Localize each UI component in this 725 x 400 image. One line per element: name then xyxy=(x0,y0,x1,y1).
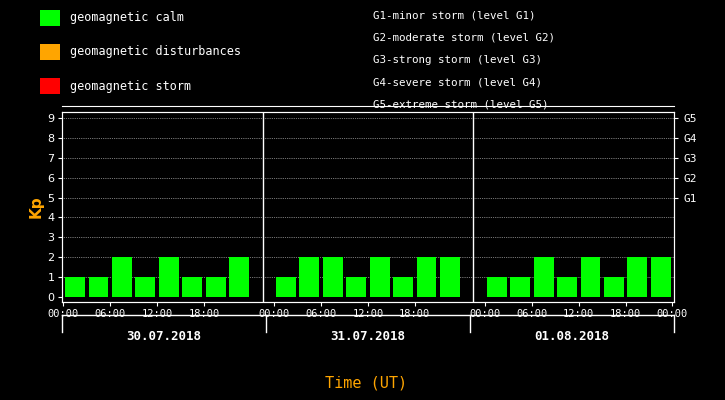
Bar xyxy=(581,257,600,297)
Bar xyxy=(65,277,85,297)
Bar xyxy=(393,277,413,297)
Text: 31.07.2018: 31.07.2018 xyxy=(331,330,405,343)
Bar xyxy=(299,257,319,297)
Bar xyxy=(347,277,366,297)
Text: G2-moderate storm (level G2): G2-moderate storm (level G2) xyxy=(373,32,555,42)
Bar xyxy=(486,277,507,297)
Bar xyxy=(370,257,389,297)
Bar xyxy=(440,257,460,297)
Bar xyxy=(604,277,624,297)
Text: geomagnetic storm: geomagnetic storm xyxy=(70,80,191,92)
Text: geomagnetic disturbances: geomagnetic disturbances xyxy=(70,46,241,58)
Bar xyxy=(276,277,296,297)
Text: G1-minor storm (level G1): G1-minor storm (level G1) xyxy=(373,10,536,20)
Text: G4-severe storm (level G4): G4-severe storm (level G4) xyxy=(373,77,542,87)
Bar xyxy=(182,277,202,297)
Text: 01.08.2018: 01.08.2018 xyxy=(534,330,610,343)
Bar xyxy=(627,257,647,297)
Bar xyxy=(510,277,530,297)
Bar xyxy=(136,277,155,297)
Bar xyxy=(112,257,132,297)
Bar xyxy=(417,257,436,297)
Bar xyxy=(323,257,343,297)
Bar xyxy=(651,257,671,297)
Bar xyxy=(88,277,109,297)
Text: geomagnetic calm: geomagnetic calm xyxy=(70,12,183,24)
Bar xyxy=(159,257,179,297)
Text: G5-extreme storm (level G5): G5-extreme storm (level G5) xyxy=(373,100,549,110)
Text: 30.07.2018: 30.07.2018 xyxy=(126,330,202,343)
Bar xyxy=(534,257,554,297)
Text: Time (UT): Time (UT) xyxy=(325,375,407,390)
Y-axis label: Kp: Kp xyxy=(28,196,44,218)
Bar xyxy=(206,277,225,297)
Bar xyxy=(557,277,577,297)
Bar xyxy=(229,257,249,297)
Text: G3-strong storm (level G3): G3-strong storm (level G3) xyxy=(373,55,542,65)
